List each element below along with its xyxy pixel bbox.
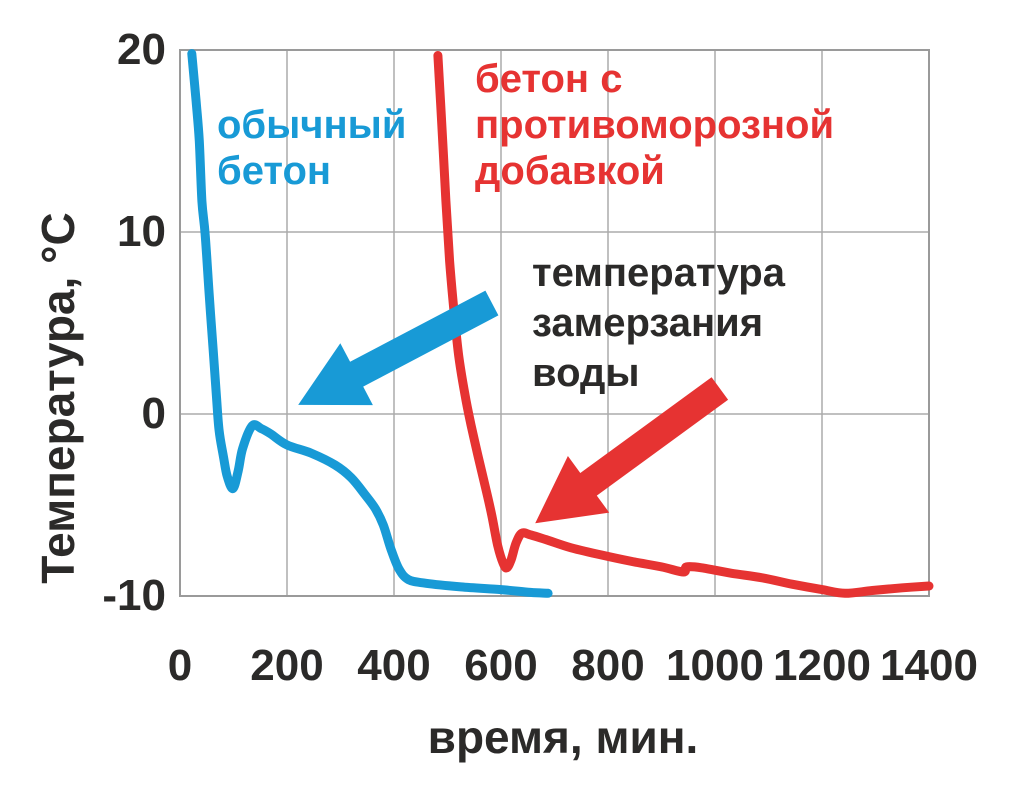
y-tick-label-0: 0 — [141, 389, 166, 438]
y-tick-label-20: 20 — [117, 25, 166, 74]
x-tick-label-1400: 1400 — [880, 641, 978, 690]
x-tick-label-400: 400 — [357, 641, 431, 690]
x-axis-title: время, мин. — [427, 711, 699, 763]
freezing-temperature-label: температура замерзания воды — [532, 251, 785, 395]
curve-ordinary-concrete — [187, 49, 553, 598]
x-tick-label-1000: 1000 — [666, 641, 764, 690]
x-tick-label-0: 0 — [167, 641, 193, 690]
blue-arrow — [298, 290, 499, 406]
series-label-ordinary-concrete: обычный бетон — [217, 103, 407, 193]
x-tick-label-800: 800 — [571, 641, 645, 690]
y-tick-label--10: -10 — [102, 571, 166, 620]
x-tick-label-1200: 1200 — [773, 641, 871, 690]
y-tick-label-10: 10 — [117, 207, 166, 256]
x-tick-label-200: 200 — [250, 641, 324, 690]
x-tick-label-600: 600 — [464, 641, 538, 690]
series-label-antifreeze-concrete: бетон с противоморозной добавкой — [475, 57, 835, 193]
curve-antifreeze-concrete — [433, 51, 934, 598]
red-arrow — [535, 377, 729, 524]
plot-border — [179, 49, 930, 597]
